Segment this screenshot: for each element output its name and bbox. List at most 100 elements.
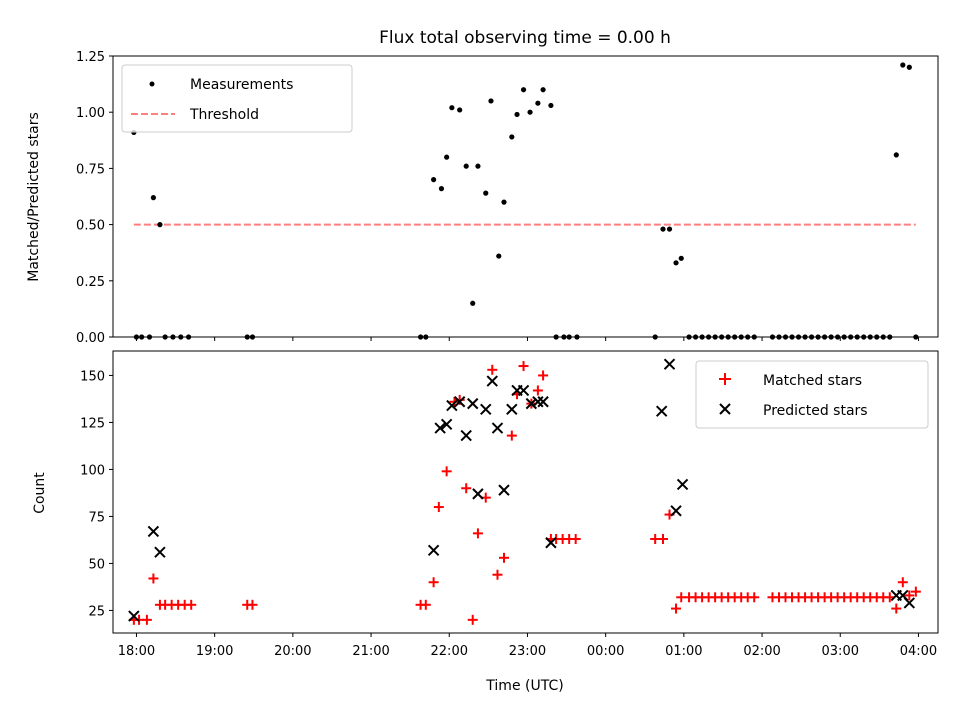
measurement-point bbox=[483, 190, 489, 196]
bottom-y-tick-label: 50 bbox=[88, 557, 105, 572]
matched-star-point bbox=[461, 483, 472, 494]
bottom-y-tick-label: 25 bbox=[88, 604, 105, 619]
top-y-axis-label: Matched/Predicted stars bbox=[26, 112, 42, 282]
predicted-star-point bbox=[532, 396, 544, 408]
matched-star-point bbox=[910, 586, 921, 597]
matched-star-point bbox=[247, 599, 258, 610]
bottom-y-tick-label: 100 bbox=[80, 463, 105, 478]
measurement-point bbox=[470, 300, 476, 306]
predicted-star-point bbox=[480, 403, 492, 415]
legend-marker-predicted-stars bbox=[719, 403, 731, 415]
measurement-point bbox=[157, 222, 163, 228]
measurement-point bbox=[431, 177, 437, 183]
x-tick-label: 18:00 bbox=[118, 644, 155, 659]
x-tick-label: 19:00 bbox=[196, 644, 233, 659]
predicted-star-point bbox=[467, 397, 479, 410]
measurement-point bbox=[475, 163, 481, 169]
bottom-y-tick-label: 150 bbox=[80, 369, 105, 384]
predicted-star-point bbox=[154, 546, 166, 558]
top-y-tick-label: 0.00 bbox=[76, 331, 105, 346]
matched-star-point bbox=[472, 528, 483, 539]
chart-title: Flux total observing time = 0.00 h bbox=[379, 28, 671, 48]
top-y-tick-label: 0.75 bbox=[76, 162, 105, 177]
measurement-point bbox=[660, 226, 666, 232]
predicted-star-point bbox=[434, 422, 446, 434]
x-tick-label: 23:00 bbox=[509, 644, 546, 659]
predicted-star-point bbox=[427, 544, 440, 556]
matched-star-point bbox=[538, 370, 549, 381]
matched-star-point bbox=[749, 592, 760, 603]
predicted-star-point bbox=[517, 384, 530, 397]
top-y-tick-label: 0.25 bbox=[76, 275, 105, 290]
legend-label-matched-stars: Matched stars bbox=[763, 373, 862, 389]
predicted-star-point bbox=[663, 358, 676, 370]
predicted-star-point bbox=[525, 397, 538, 410]
matched-star-point bbox=[897, 577, 908, 588]
predicted-star-point bbox=[486, 375, 498, 387]
top-panel-marks bbox=[131, 62, 919, 340]
predicted-star-point bbox=[147, 525, 160, 538]
measurement-point bbox=[900, 62, 906, 68]
x-tick-label: 20:00 bbox=[274, 644, 311, 659]
predicted-star-point bbox=[903, 597, 916, 609]
bottom-y-ticks: 25 50 75 100 125 150 bbox=[80, 369, 113, 619]
matched-star-point bbox=[454, 394, 465, 405]
predicted-star-point bbox=[670, 505, 682, 517]
bottom-legend-box bbox=[695, 360, 929, 429]
predicted-star-point bbox=[453, 396, 466, 408]
top-y-tick-label: 0.50 bbox=[76, 219, 105, 234]
predicted-star-point bbox=[676, 478, 689, 491]
measurement-point bbox=[678, 255, 684, 261]
top-plot-frame bbox=[112, 55, 939, 338]
predicted-star-point bbox=[545, 537, 557, 549]
matched-star-point bbox=[186, 599, 197, 610]
predicted-star-point bbox=[128, 610, 140, 622]
measurement-point bbox=[438, 186, 445, 192]
measurement-point bbox=[514, 111, 520, 118]
predicted-star-point bbox=[491, 422, 504, 434]
bottom-panel: 25 50 75 100 125 150 18:00 19:00 20:00 21:00 22:0… bbox=[32, 350, 939, 694]
measurement-point bbox=[449, 105, 455, 111]
measurement-point bbox=[488, 98, 494, 104]
matched-star-point bbox=[671, 603, 682, 614]
measurement-point bbox=[893, 152, 899, 158]
measurement-point bbox=[463, 163, 469, 169]
x-tick-label: 22:00 bbox=[431, 644, 468, 659]
legend-label-predicted-stars: Predicted stars bbox=[763, 403, 868, 419]
matched-star-point bbox=[428, 577, 439, 588]
matched-star-point bbox=[891, 603, 902, 614]
matched-star-point bbox=[441, 466, 452, 477]
measurement-point bbox=[501, 199, 507, 205]
top-y-tick-label: 1.25 bbox=[76, 50, 105, 65]
top-y-ticks: 0.00 0.25 0.50 0.75 1.00 1.25 bbox=[76, 50, 113, 346]
bottom-legend: Matched stars Predicted stars bbox=[695, 360, 929, 429]
top-y-tick-label: 1.00 bbox=[76, 106, 105, 121]
measurement-point bbox=[509, 134, 515, 140]
matched-star-point bbox=[148, 573, 159, 584]
bottom-y-tick-label: 75 bbox=[88, 510, 105, 525]
x-tick-label: 02:00 bbox=[743, 644, 780, 659]
top-x-ticks bbox=[135, 337, 919, 341]
measurement-point bbox=[666, 226, 673, 232]
predicted-star-point bbox=[460, 429, 472, 442]
measurement-point bbox=[527, 109, 533, 115]
x-tick-label: 00:00 bbox=[587, 644, 624, 659]
x-tick-label: 21:00 bbox=[352, 644, 389, 659]
legend-label-measurements: Measurements bbox=[190, 77, 293, 93]
predicted-star-point bbox=[472, 488, 484, 500]
predicted-star-point bbox=[537, 396, 549, 408]
matched-star-point bbox=[570, 534, 581, 544]
x-tick-label: 03:00 bbox=[822, 644, 859, 659]
predicted-star-point bbox=[498, 484, 510, 496]
measurement-point bbox=[535, 100, 541, 106]
matched-star-point bbox=[467, 614, 478, 625]
bottom-x-ticks: 18:00 19:00 20:00 21:00 22:00 23:00 00:00 01:00… bbox=[118, 633, 937, 659]
top-panel: 0.00 0.25 0.50 0.75 1.00 1.25 Matched/Predict… bbox=[26, 50, 939, 346]
bottom-panel-marks bbox=[128, 358, 921, 625]
bottom-plot-frame bbox=[112, 350, 939, 634]
legend-marker-measurements bbox=[149, 81, 155, 87]
legend-marker-matched-stars bbox=[719, 373, 731, 385]
predicted-star-point bbox=[446, 399, 458, 412]
measurement-point bbox=[548, 102, 554, 109]
